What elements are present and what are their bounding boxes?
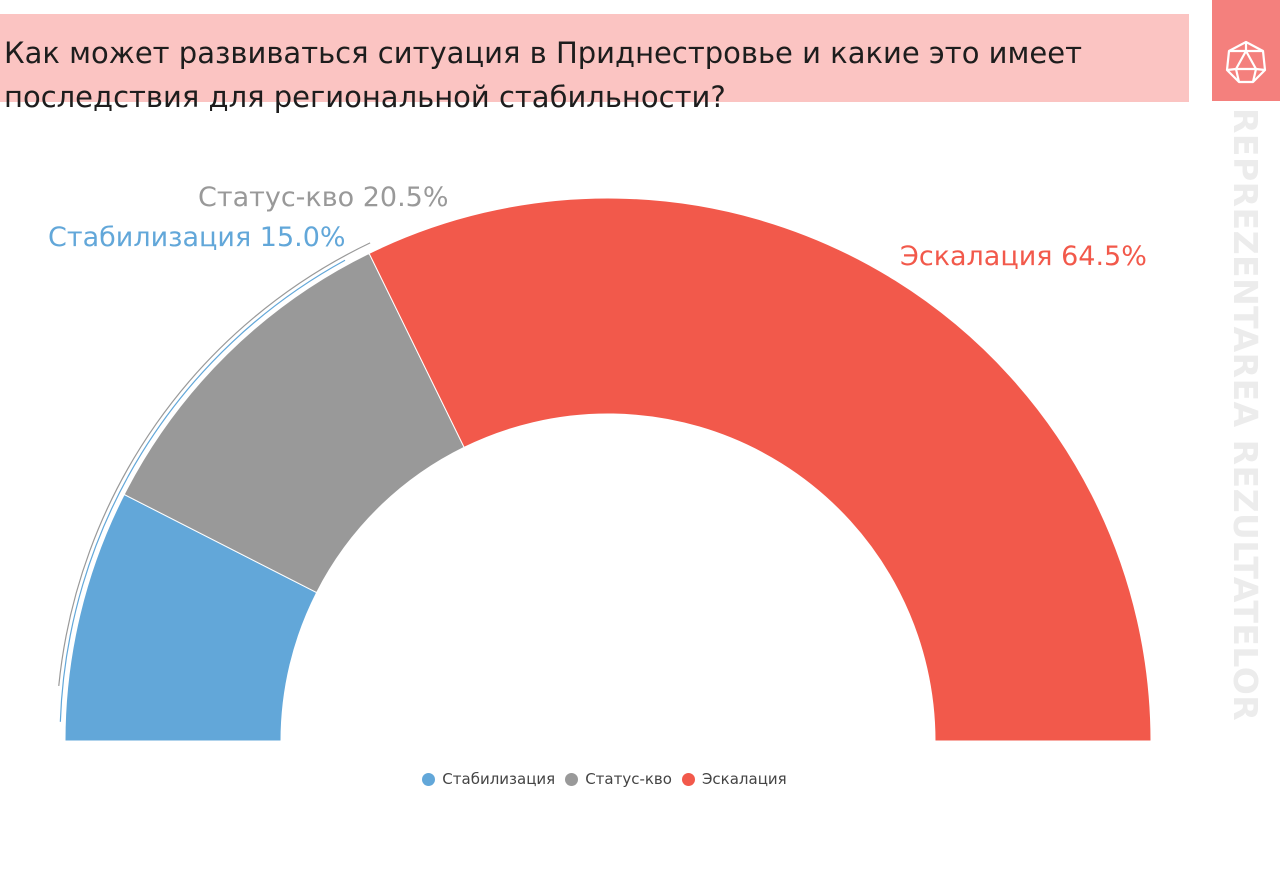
legend-item-1[interactable]: Стабилизация <box>422 770 555 788</box>
brand-strip: REPREZENTAREA REZULTATELOR <box>1212 0 1280 885</box>
data-label-3: Эскалация 64.5% <box>900 241 1147 272</box>
leader-arc-2 <box>58 242 371 686</box>
data-label-2: Статус-кво 20.5% <box>198 182 449 213</box>
legend-label: Эскалация <box>701 770 787 788</box>
legend-label: Статус-кво <box>585 770 672 788</box>
chart-title: Как может развиваться ситуация в Приднес… <box>4 36 1082 114</box>
legend-label: Стабилизация <box>442 770 556 788</box>
legend-item-3[interactable]: Эскалация <box>681 770 787 788</box>
title-bar: Как может развиваться ситуация в Приднес… <box>0 14 1189 114</box>
semi-donut-chart: Стабилизация 15.0% Статус-кво 20.5% Эскала… <box>48 182 1152 742</box>
slice-3[interactable] <box>368 197 1152 742</box>
dodecahedron-icon <box>1225 40 1267 84</box>
slice-2[interactable] <box>123 252 465 594</box>
leader-arc-1 <box>59 259 346 722</box>
chart-legend: Стабилизация Статус-кво Эскалация <box>0 770 1209 788</box>
legend-dot-icon <box>565 772 579 786</box>
brand-vertical-text: REPREZENTAREA REZULTATELOR <box>1226 108 1265 722</box>
legend-dot-icon <box>681 772 695 786</box>
data-label-1: Стабилизация 15.0% <box>48 222 346 253</box>
legend-dot-icon <box>422 772 436 786</box>
brand-logo-box <box>1212 0 1280 101</box>
legend-item-2[interactable]: Статус-кво <box>565 770 672 788</box>
